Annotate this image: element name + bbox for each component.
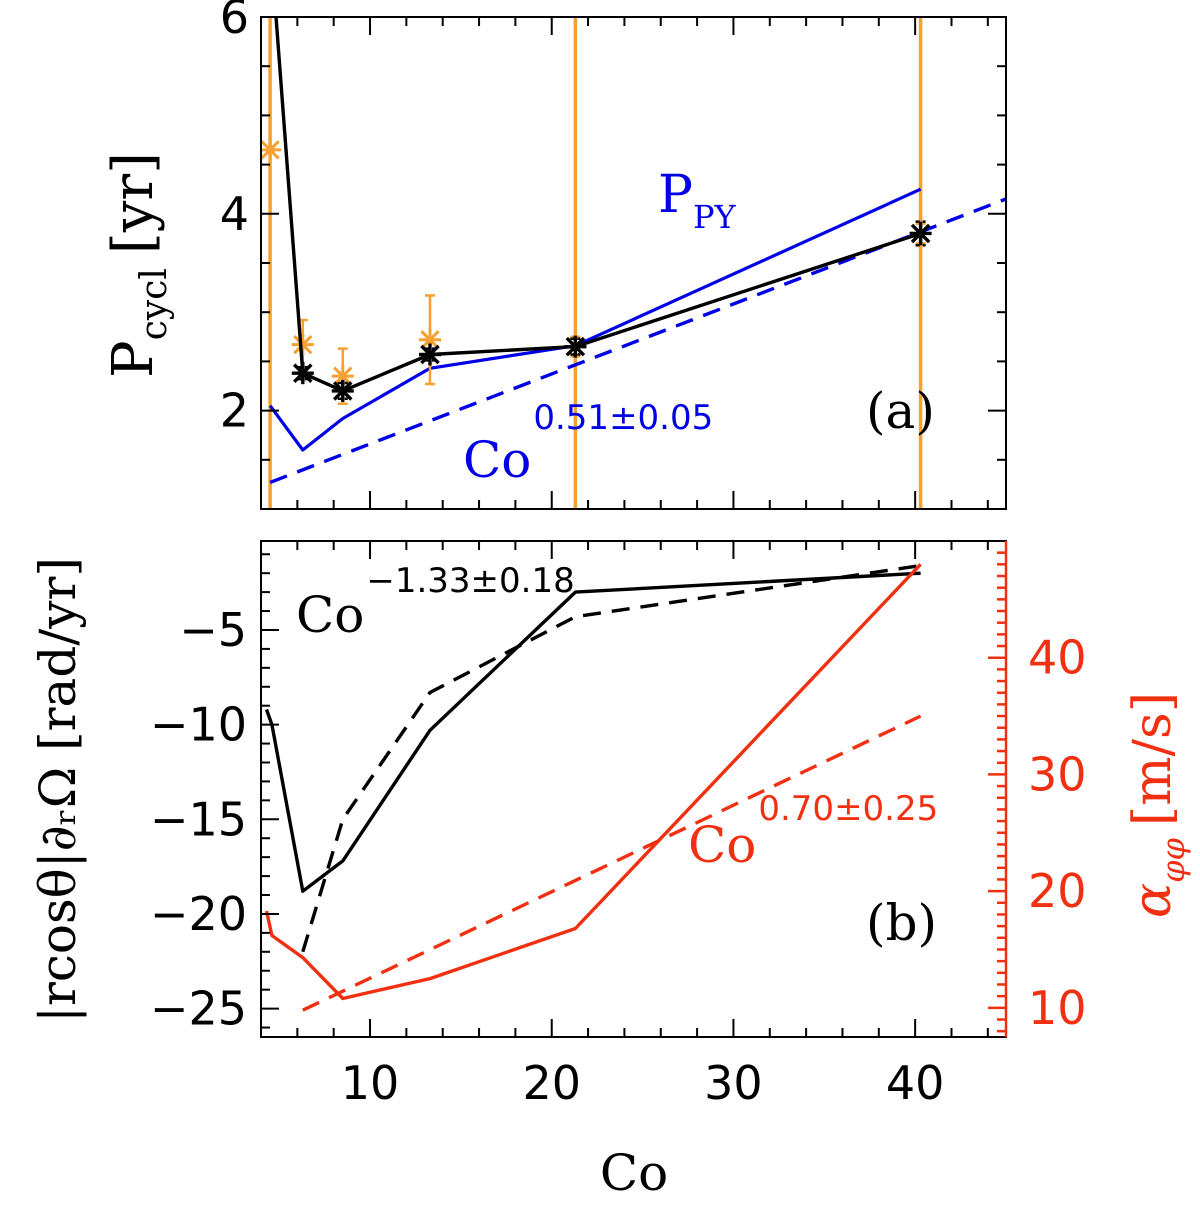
series-domega (264, 571, 921, 893)
panel-a-y-label-sub: cycl (134, 268, 175, 340)
b-ytick-label-right-3: 40 (1028, 631, 1087, 685)
fit-line-co070 (302, 714, 922, 1012)
svg-text:Pcycl[yr]: Pcycl [yr] (101, 152, 175, 378)
panel-a: 2 4 6 Pcycl [yr] PPY Co0.51±0.05 (a) (101, 0, 1007, 510)
panel-b-label: (b) (866, 894, 937, 952)
black-point-3 (418, 343, 441, 366)
b-ytick-label-left-1: −10 (150, 698, 247, 752)
svg-text:αφφ[m/s]: αφφ [m/s] (1123, 692, 1192, 918)
fit-line-co-133 (301, 563, 921, 953)
panel-a-y-label: Pcycl [yr] (101, 152, 175, 378)
b-ytick-label-right-0: 10 (1028, 981, 1087, 1035)
black-point-1 (291, 362, 314, 385)
panel-a-series (261, 17, 1006, 484)
black-point-2 (331, 379, 354, 402)
series-p-py (268, 187, 922, 452)
panel-b-fit-black-label: Co−1.33±0.18 (296, 561, 575, 644)
panel-a-y-label-main: P (101, 340, 166, 378)
b-xtick-label-3: 40 (886, 1056, 945, 1110)
b-ytick-label-left-0: −5 (179, 603, 247, 657)
panel-a-vertical-lines (268, 17, 923, 509)
x-axis-label: Co (600, 1144, 668, 1202)
panel-b-ticks: −5 −10 −15 −20 −25 10 20 30 40 10 20 30 40 (150, 541, 1087, 1110)
panel-a-label: (a) (866, 382, 935, 440)
panel-b: −5 −10 −15 −20 −25 10 20 30 40 10 20 30 40 |rcosθ|∂ᵣ… (29, 540, 1192, 1202)
black-point-5 (909, 222, 932, 245)
panel-b-series (264, 563, 922, 1012)
panel-b-fit-red-label: Co0.70±0.25 (688, 789, 938, 874)
a-ytick-label-1: 4 (220, 187, 249, 241)
panel-b-right-y-label: αφφ [m/s] (1123, 692, 1192, 918)
a-ytick-label-2: 6 (220, 0, 249, 44)
black-point-4 (564, 335, 587, 358)
b-xtick-label-0: 10 (341, 1056, 400, 1110)
panel-a-ppy-label: PPY (658, 165, 737, 236)
orange-point-0 (261, 138, 282, 161)
b-xtick-label-1: 20 (522, 1056, 581, 1110)
panel-b-right-y-label-sub: φφ (1154, 837, 1192, 882)
b-ytick-label-right-2: 30 (1028, 747, 1087, 801)
series-alpha (264, 563, 922, 1001)
panel-b-left-y-label: |rcosθ|∂ᵣΩ [rad/yr] (29, 557, 87, 1023)
panel-a-frame (260, 16, 1007, 510)
panel-b-right-y-label-unit: [m/s] (1123, 692, 1183, 826)
panel-a-y-label-unit: [yr] (101, 152, 166, 254)
b-ytick-label-right-1: 20 (1028, 864, 1087, 918)
panel-b-right-y-label-main: α (1123, 883, 1183, 918)
fit-line-co051 (269, 197, 1006, 484)
series-p-cycl (274, 17, 922, 393)
panel-a-ticks: 2 4 6 (220, 0, 1006, 509)
b-ytick-label-left-4: −25 (150, 982, 247, 1036)
b-xtick-label-2: 30 (704, 1056, 763, 1110)
a-ytick-label-0: 2 (220, 384, 249, 438)
b-ytick-label-left-3: −20 (150, 887, 247, 941)
panel-a-fit-exponent-label: Co0.51±0.05 (463, 398, 713, 489)
b-ytick-label-left-2: −15 (150, 792, 247, 846)
